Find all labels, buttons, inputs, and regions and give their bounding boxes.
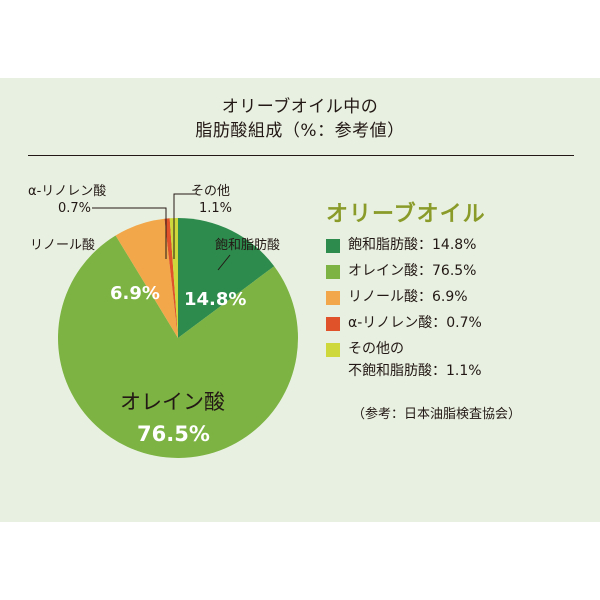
legend-swatch (326, 317, 340, 331)
linoleic-label: リノール酸 (30, 238, 96, 253)
leader-alpha-linolenic (92, 207, 167, 259)
slice-oleic (57, 235, 298, 458)
slice-other (169, 218, 178, 338)
legend-text: α-リノレン酸：0.7% (348, 315, 482, 331)
slice-saturated (178, 218, 275, 338)
legend-text-line-2: 不飽和脂肪酸：1.1% (348, 363, 482, 379)
slice-alpha-linolenic (164, 218, 178, 338)
linoleic-pct-label: 6.9% (110, 283, 160, 304)
slice-linoleic (115, 218, 178, 338)
other-label: その他 1.1% (191, 183, 232, 217)
leader-saturated (217, 254, 231, 271)
chart-panel: オリーブオイル中の 脂肪酸組成（%：参考値） α-リノレン酸 0.7% その他 … (0, 78, 600, 522)
title-divider (28, 155, 574, 156)
saturated-pct-label: 14.8% (184, 289, 247, 310)
oleic-pct-label: 76.5% (137, 422, 210, 446)
alpha-linolenic-name: α-リノレン酸 (28, 184, 107, 199)
chart-title-line-1: オリーブオイル中の (221, 97, 379, 117)
pie-chart (57, 193, 298, 458)
other-pct: 1.1% (199, 201, 233, 216)
legend-swatch (326, 265, 340, 279)
oleic-name-label: オレイン酸 (120, 390, 225, 414)
saturated-label: 飽和脂肪酸 (215, 238, 281, 253)
alpha-linolenic-pct: 0.7% (58, 201, 92, 216)
legend-swatch (326, 343, 340, 357)
legend-text-line-1: その他の (348, 341, 404, 357)
chart-title-line-2: 脂肪酸組成（%：参考値） (195, 121, 405, 141)
legend-swatch (326, 239, 340, 253)
source-note: （参考：日本油脂検査協会） (352, 407, 522, 422)
legend-title: オリーブオイル (326, 202, 486, 227)
legend-text: リノール酸：6.9% (348, 289, 468, 305)
leader-other (173, 193, 196, 259)
legend-swatch (326, 291, 340, 305)
alpha-linolenic-label: α-リノレン酸 0.7% (28, 183, 106, 217)
other-name: その他 (191, 184, 231, 199)
legend-text: 飽和脂肪酸：14.8% (348, 237, 477, 253)
legend-text: オレイン酸：76.5% (348, 263, 477, 279)
